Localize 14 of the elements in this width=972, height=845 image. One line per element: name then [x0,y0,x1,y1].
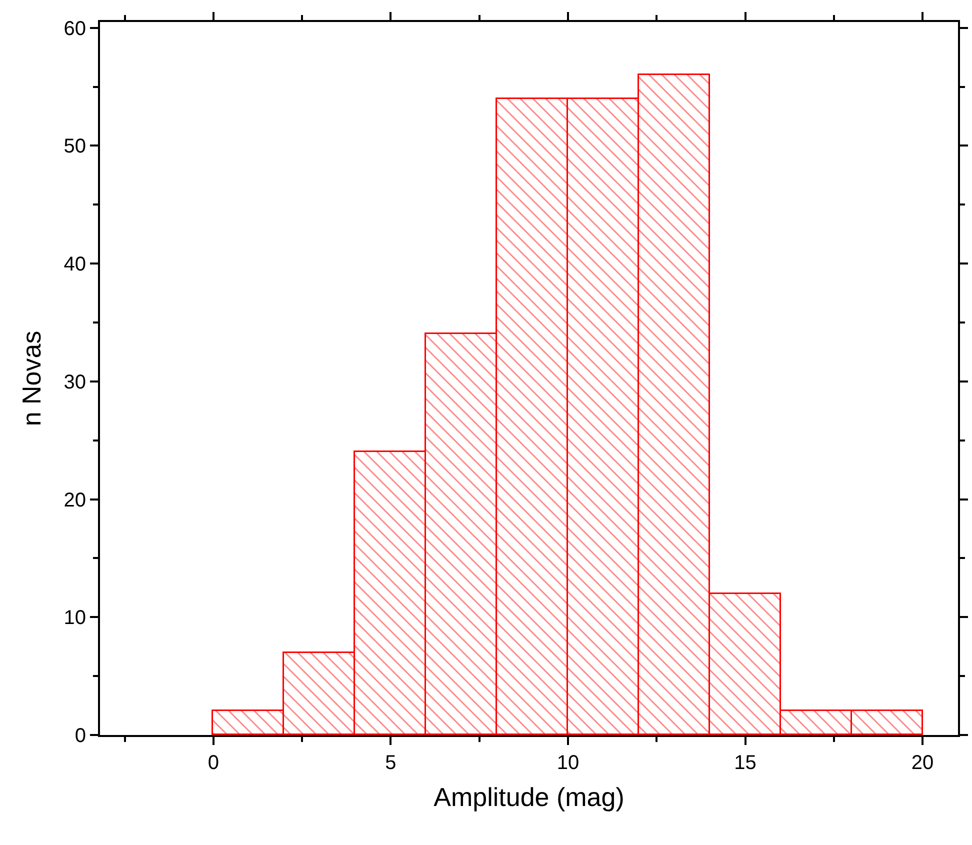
x-tick-label: 0 [208,752,220,774]
x-tick-label: 10 [556,752,580,774]
y-tick-label: 10 [64,607,86,630]
y-tick-label: 40 [64,254,86,276]
y-tick-label: 50 [64,136,86,158]
x-axis-title: Amplitude (mag) [434,782,624,812]
x-tick-label: 5 [385,752,396,774]
x-tick-label: 15 [734,752,756,774]
y-tick-label: 0 [74,725,86,747]
y-axis-title: n Novas [16,330,47,426]
y-tick-label: 60 [64,18,86,40]
x-tick-label: 20 [911,752,934,774]
y-tick-label: 20 [64,489,86,512]
y-tick-label: 30 [64,371,86,394]
